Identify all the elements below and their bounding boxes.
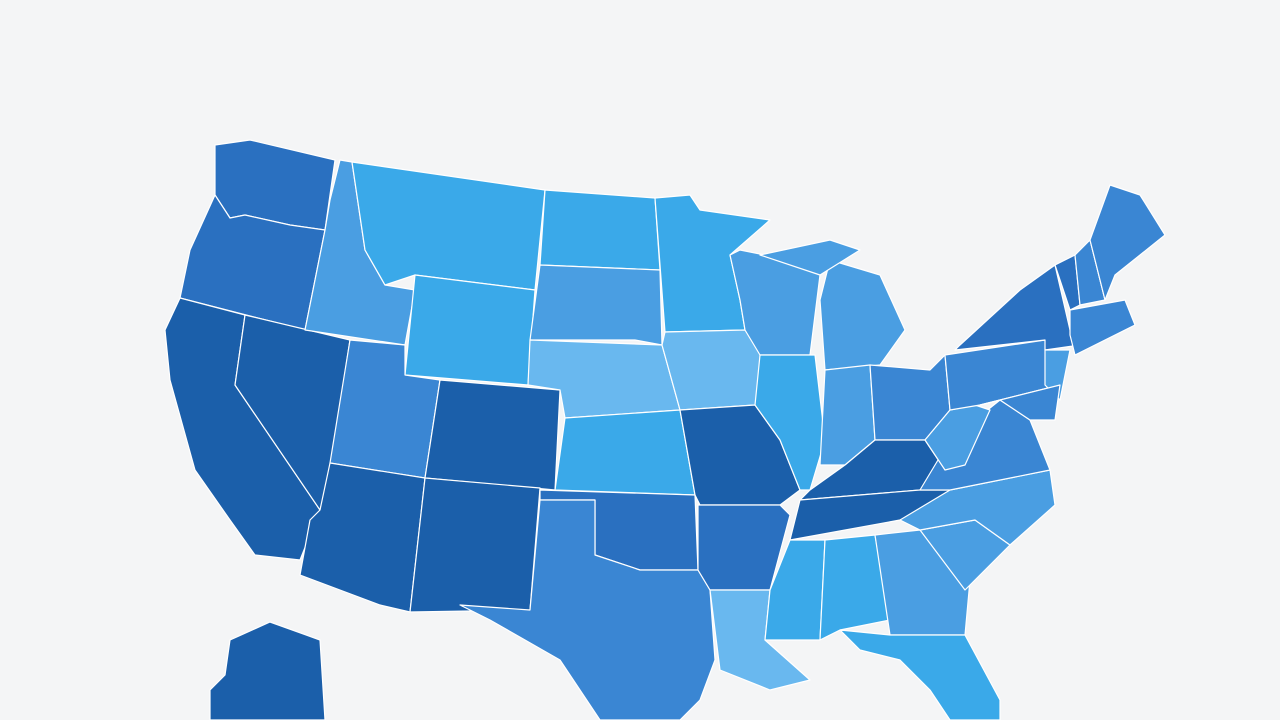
state bbox=[1089, 184, 1166, 301]
state bbox=[404, 274, 536, 386]
state bbox=[819, 259, 906, 371]
state bbox=[554, 409, 696, 496]
state bbox=[759, 239, 861, 276]
state bbox=[539, 189, 661, 271]
state bbox=[754, 354, 826, 491]
states bbox=[164, 139, 1166, 720]
state bbox=[529, 264, 663, 346]
state bbox=[899, 469, 1056, 546]
state bbox=[819, 534, 891, 641]
state bbox=[209, 621, 326, 720]
state bbox=[979, 384, 1061, 421]
state bbox=[459, 499, 716, 720]
state bbox=[1069, 299, 1136, 356]
state bbox=[424, 379, 561, 491]
state bbox=[839, 629, 1001, 720]
state bbox=[409, 477, 541, 613]
